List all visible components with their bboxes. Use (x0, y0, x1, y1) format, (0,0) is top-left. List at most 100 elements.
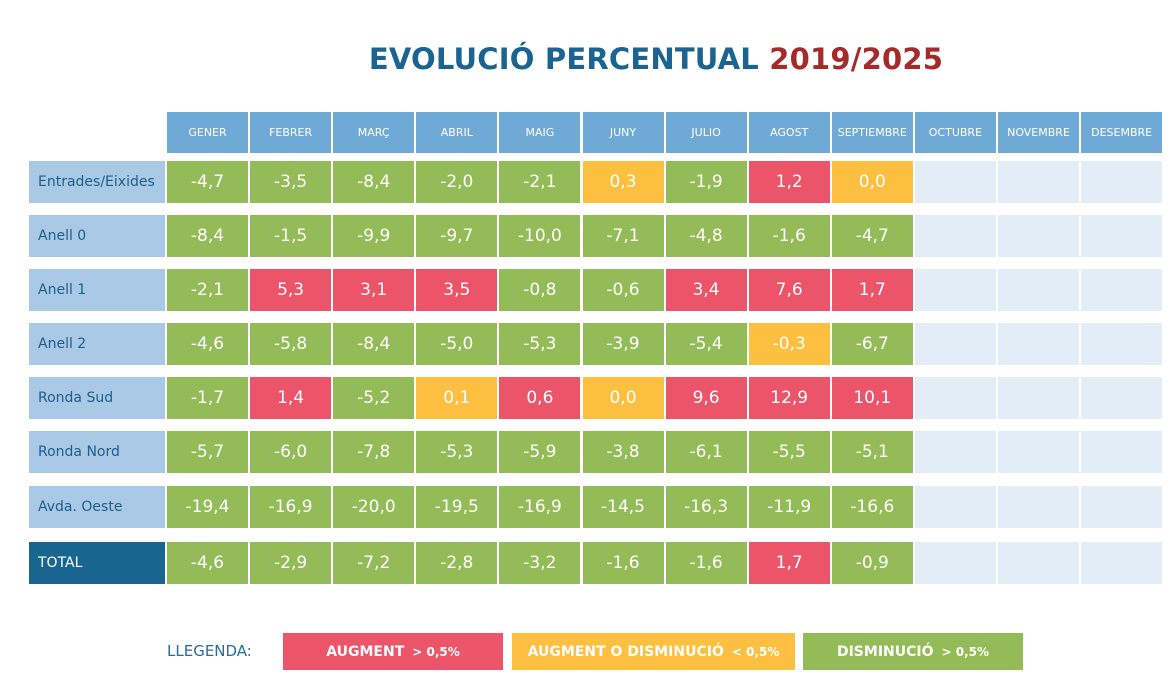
empty-cell (914, 486, 996, 528)
empty-cell (914, 323, 996, 365)
value-cell: 0,0 (831, 161, 913, 203)
value-cell: -0,9 (831, 542, 913, 584)
legend-disminucio: DISMINUCIÓ > 0,5% (803, 633, 1023, 670)
value-cell: -5,0 (416, 323, 498, 365)
value-cell: -5,3 (416, 431, 498, 473)
row-label: Anell 2 (29, 323, 165, 365)
value-cell: -9,7 (416, 215, 498, 257)
value-cell: 0,6 (499, 377, 581, 419)
value-cell: -2,1 (499, 161, 581, 203)
value-cell: -1,6 (665, 542, 747, 584)
value-cell: -8,4 (167, 215, 248, 257)
value-cell: -1,5 (250, 215, 332, 257)
value-cell: -3,8 (582, 431, 664, 473)
value-cell: -0,8 (499, 269, 581, 311)
legend-disminucio-text: DISMINUCIÓ (836, 643, 934, 660)
empty-cell (1081, 542, 1163, 584)
value-cell: 5,3 (250, 269, 332, 311)
percent-table: GENER FEBRER MARÇ ABRIL MAIG JUNY JULIO AGOST SE… (29, 112, 1163, 584)
value-cell: 0,0 (582, 377, 664, 419)
value-cell: -10,0 (499, 215, 581, 257)
empty-cell (1081, 431, 1163, 473)
value-cell: 3,5 (416, 269, 498, 311)
column-header: ABRIL (416, 112, 498, 153)
value-cell: 7,6 (748, 269, 830, 311)
value-cell: -1,9 (665, 161, 747, 203)
value-cell: -1,6 (582, 542, 664, 584)
column-header: JULIO (665, 112, 747, 153)
empty-cell (914, 431, 996, 473)
value-cell: -16,6 (831, 486, 913, 528)
value-cell: -5,5 (748, 431, 830, 473)
empty-cell (914, 377, 996, 419)
empty-cell (1081, 215, 1163, 257)
value-cell: 0,1 (416, 377, 498, 419)
column-header: AGOST (748, 112, 830, 153)
column-header: GENER (167, 112, 248, 153)
title-years: 2019/2025 (769, 42, 944, 76)
legend-augment-threshold: > 0,5% (412, 644, 460, 659)
value-cell: -5,2 (333, 377, 415, 419)
value-cell: 1,7 (748, 542, 830, 584)
value-cell: 3,1 (333, 269, 415, 311)
row-label: Avda. Oeste (29, 486, 165, 528)
value-cell: -5,9 (499, 431, 581, 473)
empty-cell (1081, 486, 1163, 528)
column-header: JUNY (582, 112, 664, 153)
value-cell: -3,2 (499, 542, 581, 584)
value-cell: -4,6 (167, 542, 248, 584)
value-cell: -5,1 (831, 431, 913, 473)
row-label: Anell 1 (29, 269, 165, 311)
value-cell: -16,9 (250, 486, 332, 528)
value-cell: -6,7 (831, 323, 913, 365)
row-label: Anell 0 (29, 215, 165, 257)
title-main: EVOLUCIÓ PERCENTUAL (368, 42, 759, 76)
row-label: Ronda Nord (29, 431, 165, 473)
value-cell: -8,4 (333, 161, 415, 203)
legend-disminucio-threshold: > 0,5% (941, 644, 990, 659)
value-cell: -4,7 (167, 161, 248, 203)
column-header: MAIG (499, 112, 581, 153)
legend-label: LLEGENDA: (167, 642, 252, 660)
empty-cell (998, 486, 1079, 528)
row-label: TOTAL (29, 542, 165, 584)
empty-cell (998, 377, 1079, 419)
value-cell: -11,9 (748, 486, 830, 528)
value-cell: -1,6 (748, 215, 830, 257)
empty-cell (998, 269, 1079, 311)
value-cell: -3,5 (250, 161, 332, 203)
empty-cell (998, 542, 1079, 584)
legend-neutral: AUGMENT O DISMINUCIÓ < 0,5% (512, 633, 795, 670)
value-cell: -5,7 (167, 431, 248, 473)
value-cell: -19,4 (167, 486, 248, 528)
value-cell: -5,3 (499, 323, 581, 365)
empty-cell (914, 161, 996, 203)
value-cell: -16,9 (499, 486, 581, 528)
empty-cell (1081, 269, 1163, 311)
value-cell: -1,7 (167, 377, 248, 419)
value-cell: -20,0 (333, 486, 415, 528)
empty-cell (998, 161, 1079, 203)
empty-cell (1081, 323, 1163, 365)
value-cell: 12,9 (748, 377, 830, 419)
value-cell: -2,8 (416, 542, 498, 584)
value-cell: -2,0 (416, 161, 498, 203)
column-header: NOVEMBRE (998, 112, 1079, 153)
empty-cell (998, 323, 1079, 365)
value-cell: -0,3 (748, 323, 830, 365)
value-cell: -19,5 (416, 486, 498, 528)
column-header: SEPTIEMBRE (831, 112, 913, 153)
value-cell: -5,8 (250, 323, 332, 365)
column-header: DESEMBRE (1081, 112, 1163, 153)
empty-cell (1081, 377, 1163, 419)
row-label: Ronda Sud (29, 377, 165, 419)
column-header: MARÇ (333, 112, 415, 153)
value-cell: 1,7 (831, 269, 913, 311)
value-cell: -3,9 (582, 323, 664, 365)
value-cell: -16,3 (665, 486, 747, 528)
value-cell: 0,3 (582, 161, 664, 203)
value-cell: -4,7 (831, 215, 913, 257)
value-cell: -6,1 (665, 431, 747, 473)
value-cell: -5,4 (665, 323, 747, 365)
value-cell: -6,0 (250, 431, 332, 473)
